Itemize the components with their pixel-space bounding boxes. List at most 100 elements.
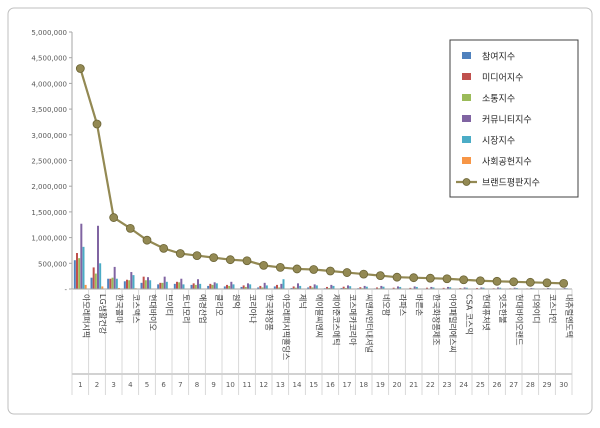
- x-tick-label: 애경산업: [198, 294, 208, 323]
- bar-소통지수-2: [95, 274, 97, 289]
- line-point-20: [393, 273, 401, 281]
- bar-소통지수-1: [78, 258, 80, 289]
- bar-커뮤니티지수-5: [147, 277, 149, 289]
- line-point-4: [126, 224, 134, 232]
- legend-label: 사회공헌지수: [482, 157, 532, 168]
- x-tick-label: 내츄럴엔도텍: [565, 294, 575, 338]
- line-point-11: [243, 257, 251, 265]
- bar-시장지수-12: [266, 285, 268, 289]
- x-tick-label: 아모레퍼시픽홀딩스: [281, 294, 291, 360]
- line-point-28: [526, 278, 534, 286]
- bar-커뮤니티지수-6: [164, 277, 166, 289]
- legend-label: 소통지수: [482, 94, 515, 105]
- bar-시장지수-4: [133, 275, 135, 289]
- line-point-8: [193, 252, 201, 260]
- rank-label: 25: [476, 381, 485, 389]
- bar-소통지수-4: [128, 280, 130, 289]
- rank-label: 30: [559, 381, 568, 389]
- legend-label: 시장지수: [482, 136, 515, 147]
- line-point-30: [560, 279, 568, 287]
- rank-label: 15: [309, 381, 318, 389]
- line-point-15: [310, 265, 318, 273]
- line-point-19: [376, 272, 384, 280]
- line-point-5: [143, 236, 151, 244]
- bar-미디어지수-3: [109, 279, 111, 289]
- legend-swatch: [462, 52, 471, 59]
- line-point-16: [326, 267, 334, 275]
- bar-시장지수-7: [183, 284, 185, 289]
- bar-참여지수-1: [74, 260, 76, 289]
- bar-커뮤니티지수-10: [230, 282, 232, 289]
- rank-label: 2: [95, 381, 99, 389]
- rank-label: 19: [376, 381, 385, 389]
- x-tick-label: 현대바이오: [148, 294, 158, 331]
- x-tick-label: CSA 코스믹: [465, 294, 475, 335]
- bar-커뮤니티지수-15: [314, 284, 316, 289]
- line-point-2: [93, 120, 101, 128]
- bar-커뮤니티지수-17: [347, 285, 349, 289]
- x-tick-label: 코스메카코리아: [348, 294, 358, 346]
- x-tick-label: 네오팜: [381, 294, 391, 317]
- bar-소통지수-9: [212, 285, 214, 289]
- line-point-3: [110, 214, 118, 222]
- bar-커뮤니티지수-12: [264, 283, 266, 289]
- x-tick-label: 제이준코스메틱: [331, 294, 341, 346]
- rank-label: 10: [226, 381, 235, 389]
- x-tick-label: 아모레퍼시픽: [81, 294, 91, 338]
- legend-swatch: [462, 115, 471, 122]
- rank-label: 26: [493, 381, 502, 389]
- bar-커뮤니티지수-4: [130, 272, 132, 289]
- bar-미디어지수-2: [93, 267, 95, 289]
- y-tick-label: 1,500,000: [31, 209, 67, 217]
- line-point-7: [176, 250, 184, 258]
- bar-미디어지수-1: [76, 253, 78, 289]
- line-point-29: [543, 279, 551, 287]
- bar-시장지수-1: [83, 247, 85, 289]
- rank-label: 13: [276, 381, 285, 389]
- line-point-9: [210, 254, 218, 262]
- bar-참여지수-2: [91, 278, 93, 289]
- x-tick-label: 디와이디: [531, 294, 541, 323]
- legend-swatch: [462, 73, 471, 80]
- bar-참여지수-5: [141, 283, 143, 289]
- bar-사회공헌지수-1: [85, 285, 87, 289]
- x-tick-label: 코스나인: [548, 294, 558, 323]
- x-tick-label: 현대퓨처넷: [481, 294, 490, 331]
- bar-소통지수-5: [145, 280, 147, 289]
- bar-미디어지수-5: [143, 277, 145, 289]
- bar-소통지수-3: [112, 278, 114, 289]
- line-point-6: [160, 244, 168, 252]
- bar-커뮤니티지수-11: [247, 283, 249, 289]
- rank-label: 4: [128, 381, 133, 389]
- line-point-18: [360, 270, 368, 278]
- rank-label: 23: [443, 381, 452, 389]
- x-tick-label: 원익: [231, 294, 241, 309]
- x-tick-label: 에이블씨엔씨: [315, 294, 325, 338]
- rank-label: 24: [459, 381, 468, 389]
- bar-시장지수-3: [116, 279, 118, 289]
- rank-label: 21: [409, 381, 418, 389]
- x-tick-label: 현대바이오랜드: [515, 294, 525, 346]
- y-tick-label: 3,500,000: [31, 106, 67, 114]
- legend-label: 커뮤니티지수: [482, 115, 532, 126]
- bar-커뮤니티지수-8: [197, 279, 199, 289]
- x-tick-label: LG생활건강: [98, 294, 108, 335]
- x-tick-label: 바른손: [415, 294, 425, 316]
- rank-label: 1: [78, 381, 82, 389]
- bar-커뮤니티지수-7: [180, 279, 182, 289]
- bar-시장지수-9: [216, 283, 218, 289]
- bar-참여지수-6: [157, 284, 159, 289]
- line-point-26: [493, 277, 501, 285]
- line-point-1: [76, 64, 84, 72]
- line-point-25: [476, 277, 484, 285]
- bar-커뮤니티지수-1: [80, 224, 82, 289]
- line-point-13: [276, 263, 284, 271]
- bar-커뮤니티지수-16: [330, 285, 332, 289]
- rank-label: 20: [393, 381, 402, 389]
- y-tick-label: 4,000,000: [31, 80, 67, 88]
- bar-시장지수-11: [249, 284, 251, 289]
- bar-커뮤니티지수-14: [297, 283, 299, 289]
- bar-참여지수-7: [174, 284, 176, 289]
- x-tick-label: 브이티: [165, 294, 175, 316]
- legend-swatch: [462, 157, 471, 164]
